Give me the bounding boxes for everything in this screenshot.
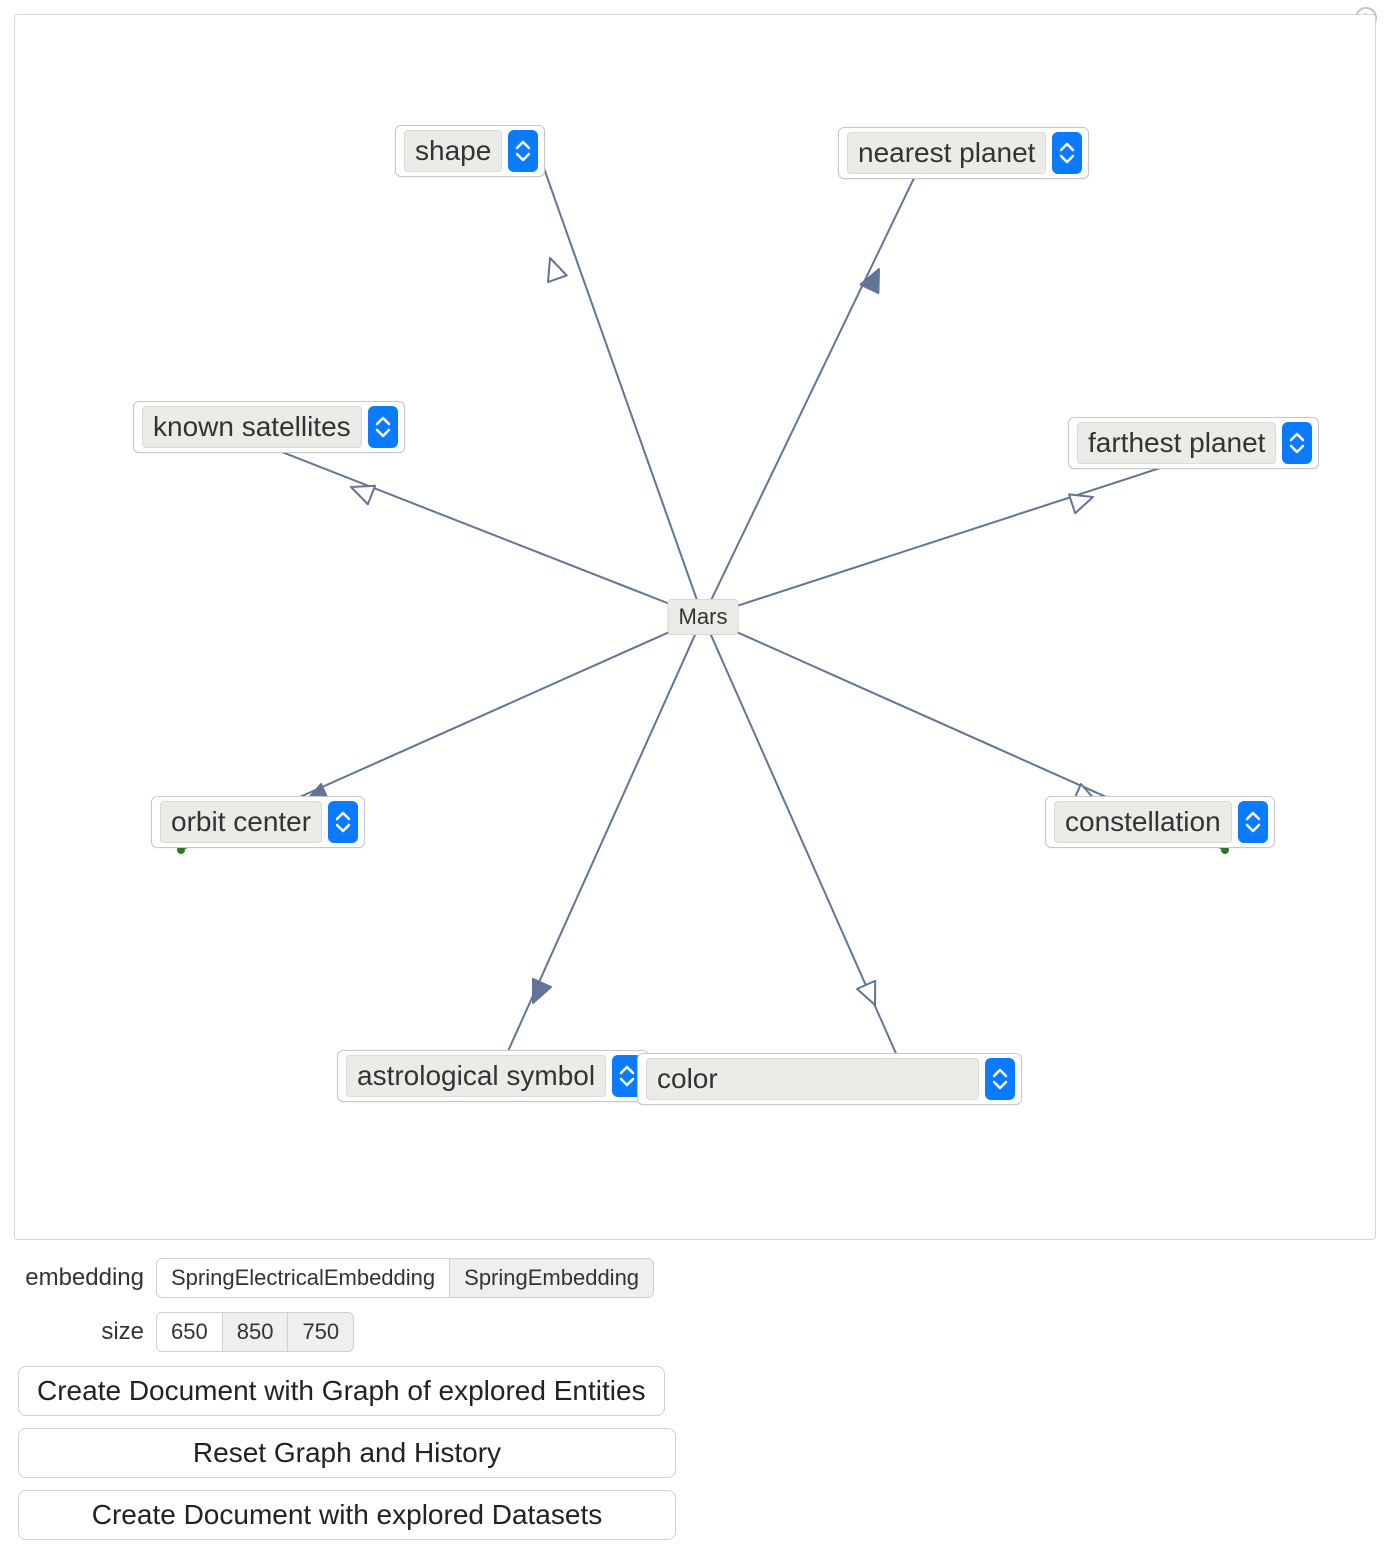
size-segmented[interactable]: 650850750 xyxy=(156,1312,354,1352)
chevron-up-icon xyxy=(1059,141,1075,153)
node-label: constellation xyxy=(1054,801,1232,843)
size-option-2[interactable]: 750 xyxy=(288,1313,353,1351)
embedding-option-1[interactable]: SpringEmbedding xyxy=(450,1259,653,1297)
app-root: Mars shape nearest planet known satellite… xyxy=(0,0,1388,1536)
node-label: shape xyxy=(404,130,502,172)
node-constellation[interactable]: constellation xyxy=(1045,796,1275,848)
chevron-up-icon xyxy=(619,1064,635,1076)
reset-button[interactable]: Reset Graph and History xyxy=(18,1428,676,1478)
node-label: farthest planet xyxy=(1077,422,1276,464)
chevron-down-icon xyxy=(992,1079,1008,1091)
chevron-down-icon xyxy=(1289,443,1305,455)
node-label: orbit center xyxy=(160,801,322,843)
stepper-control[interactable] xyxy=(985,1058,1015,1100)
embedding-label: embedding xyxy=(18,1264,144,1292)
chevron-down-icon xyxy=(619,1076,635,1088)
stepper-control[interactable] xyxy=(1282,422,1312,464)
chevron-up-icon xyxy=(1289,431,1305,443)
create-datasets-doc-button[interactable]: Create Document with explored Datasets xyxy=(18,1490,676,1540)
node-label: nearest planet xyxy=(847,132,1046,174)
center-node[interactable]: Mars xyxy=(668,599,739,635)
node-label: color xyxy=(646,1058,979,1100)
create-graph-doc-button[interactable]: Create Document with Graph of explored E… xyxy=(18,1366,665,1416)
stepper-control[interactable] xyxy=(368,406,398,448)
node-label: known satellites xyxy=(142,406,362,448)
chevron-up-icon xyxy=(375,415,391,427)
embedding-option-0[interactable]: SpringElectricalEmbedding xyxy=(157,1259,450,1297)
stepper-control[interactable] xyxy=(1052,132,1082,174)
embedding-row: embedding SpringElectricalEmbeddingSprin… xyxy=(18,1258,1370,1298)
chevron-down-icon xyxy=(1059,153,1075,165)
embedding-segmented[interactable]: SpringElectricalEmbeddingSpringEmbedding xyxy=(156,1258,654,1298)
chevron-up-icon xyxy=(515,139,531,151)
node-color[interactable]: color xyxy=(637,1053,1022,1105)
chevron-up-icon xyxy=(335,810,351,822)
size-option-0[interactable]: 650 xyxy=(157,1313,223,1351)
size-option-1[interactable]: 850 xyxy=(223,1313,289,1351)
node-nearest_planet[interactable]: nearest planet xyxy=(838,127,1089,179)
chevron-down-icon xyxy=(335,822,351,834)
chevron-up-icon xyxy=(992,1067,1008,1079)
size-label: size xyxy=(18,1318,144,1346)
graph-canvas: Mars shape nearest planet known satellite… xyxy=(14,14,1376,1240)
stepper-control[interactable] xyxy=(1238,801,1268,843)
chevron-down-icon xyxy=(1245,822,1261,834)
node-label: astrological symbol xyxy=(346,1055,606,1097)
node-farthest_planet[interactable]: farthest planet xyxy=(1068,417,1319,469)
node-shape[interactable]: shape xyxy=(395,125,545,177)
chevron-up-icon xyxy=(1245,810,1261,822)
size-row: size 650850750 xyxy=(18,1312,1370,1352)
stepper-control[interactable] xyxy=(508,130,538,172)
node-known_satellites[interactable]: known satellites xyxy=(133,401,405,453)
controls-panel: embedding SpringElectricalEmbeddingSprin… xyxy=(14,1240,1374,1552)
chevron-down-icon xyxy=(375,427,391,439)
chevron-down-icon xyxy=(515,151,531,163)
node-orbit_center[interactable]: orbit center xyxy=(151,796,365,848)
node-astro_symbol[interactable]: astrological symbol xyxy=(337,1050,649,1102)
stepper-control[interactable] xyxy=(328,801,358,843)
